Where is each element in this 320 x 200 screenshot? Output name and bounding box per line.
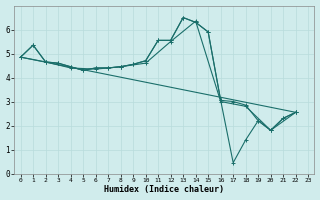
X-axis label: Humidex (Indice chaleur): Humidex (Indice chaleur)	[104, 185, 224, 194]
